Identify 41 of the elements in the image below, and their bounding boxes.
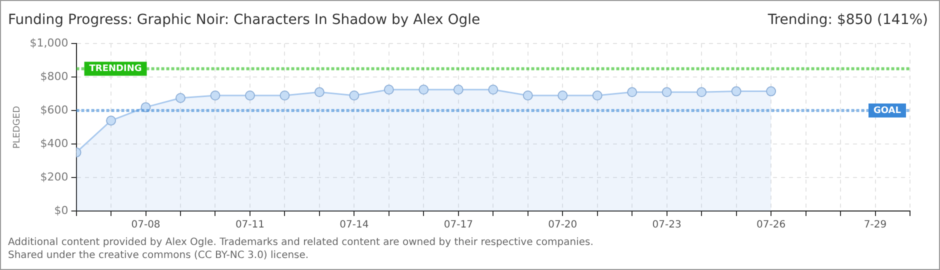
ref-line-label: GOAL	[874, 106, 902, 116]
point	[314, 87, 324, 98]
x-tick-label: 07-17	[444, 220, 473, 231]
y-tick-label: $600	[40, 103, 68, 116]
point	[244, 90, 255, 100]
point	[592, 90, 602, 100]
point	[176, 93, 186, 104]
y-tick-label: $400	[40, 136, 68, 150]
x-tick-label: 07-23	[652, 220, 682, 231]
y-tick-label: $1,000	[30, 36, 68, 50]
x-tick-label: 7-29	[864, 220, 887, 231]
point	[453, 84, 464, 95]
chart-title: Funding Progress: Graphic Noir: Characters In Shadow by Alex Ogle	[8, 12, 480, 28]
text: Additional content provided by Alex Ogle. Trademarks and related content are owned by their respective companies.	[8, 236, 594, 249]
x-tick-label: 07-11	[235, 220, 265, 231]
point	[106, 116, 116, 126]
point	[418, 84, 429, 95]
y-tick-label: $0	[54, 204, 68, 217]
x-tick-label: 07-14	[340, 220, 369, 231]
point	[280, 90, 290, 100]
x-tick-label: 07-26	[756, 220, 786, 231]
point	[349, 90, 360, 100]
x-tick-label: 07-08	[131, 220, 160, 231]
point	[627, 87, 638, 98]
point	[140, 102, 151, 112]
text: Shared under the creative commons (CC BY-NC 3.0) license.	[8, 249, 310, 262]
chart-subtitle: Trending: $850 (141%)	[768, 12, 928, 28]
y-tick-label: $200	[40, 170, 68, 184]
point	[558, 90, 568, 100]
point	[522, 90, 533, 100]
y-tick-label: $800	[40, 70, 68, 83]
point	[766, 86, 776, 96]
point	[662, 87, 672, 98]
point	[210, 90, 220, 100]
point	[696, 87, 707, 98]
ref-line-label: TRENDING	[89, 64, 142, 74]
y-axis-title: PLEDGED	[12, 106, 23, 149]
point	[488, 84, 498, 95]
point	[384, 84, 394, 95]
point	[731, 86, 742, 96]
x-tick-label: 07-20	[548, 220, 578, 231]
